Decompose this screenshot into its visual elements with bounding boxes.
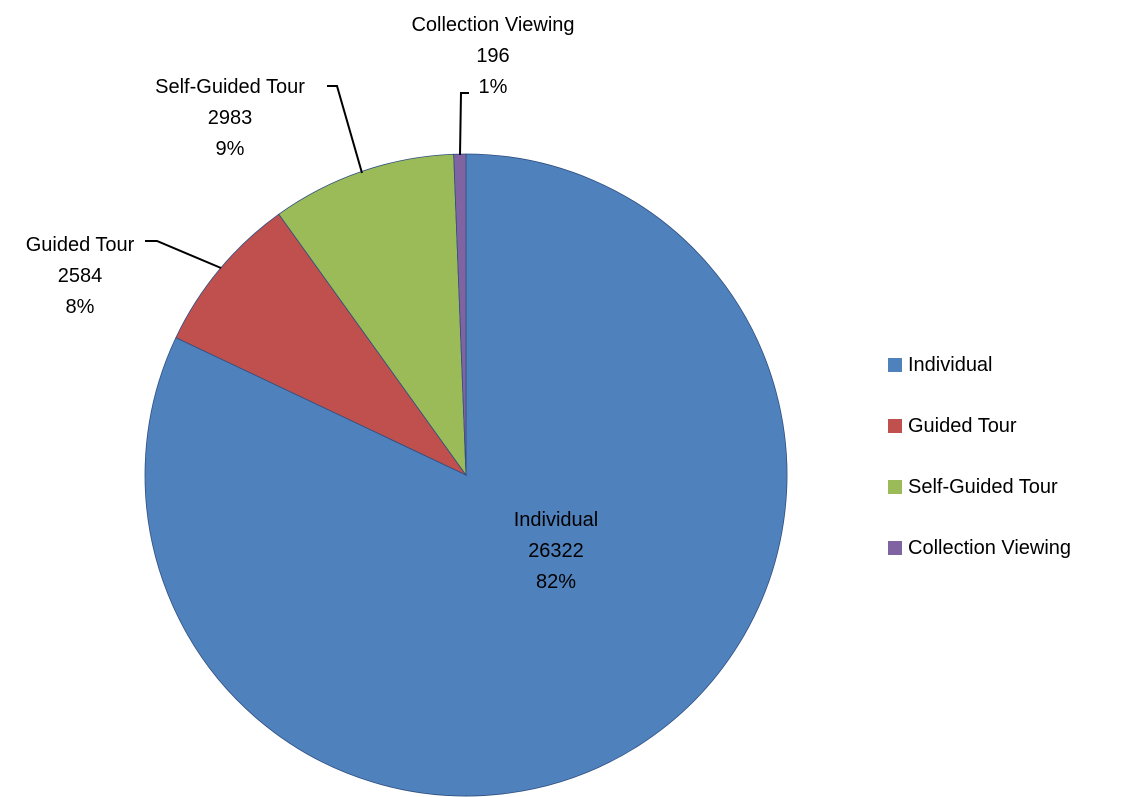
leader-lines [145,85,469,269]
legend-label-individual: Individual [908,354,993,376]
legend-swatch-individual [888,358,902,372]
legend-label-collection-viewing: Collection Viewing [908,537,1071,559]
data-label-guided-tour-percent: 8% [66,296,95,318]
data-label-individual-value: 26322 [528,540,584,562]
data-label-guided-tour-value: 2584 [58,265,103,287]
pie-slice-guided-tour [175,213,468,477]
data-label-individual-percent: 82% [536,571,576,593]
pie-slices [144,153,788,797]
legend-label-guided-tour: Guided Tour [908,415,1017,437]
data-label-guided-tour-category: Guided Tour [26,234,135,256]
data-label-self-guided-tour-percent: 9% [216,138,245,160]
legend: Individual Guided Tour Self-Guided Tour Col… [888,354,1071,559]
data-label-collection-viewing-value: 196 [476,45,509,67]
data-label-self-guided-tour-value: 2983 [208,107,253,129]
data-labels: Individual 26322 82% Guided Tour 2584 8% Self-… [26,14,599,593]
leader-line-self-guided-tour [327,85,363,174]
legend-swatch-collection-viewing [888,541,902,555]
legend-swatch-guided-tour [888,419,902,433]
leader-line-collection-viewing [459,92,469,156]
legend-label-self-guided-tour: Self-Guided Tour [908,476,1058,498]
data-label-collection-viewing-percent: 1% [479,76,508,98]
legend-swatch-self-guided-tour [888,480,902,494]
data-label-self-guided-tour-category: Self-Guided Tour [155,76,305,98]
data-label-individual-category: Individual [514,509,599,531]
leader-line-guided-tour [145,240,222,269]
data-label-collection-viewing-category: Collection Viewing [411,14,574,36]
